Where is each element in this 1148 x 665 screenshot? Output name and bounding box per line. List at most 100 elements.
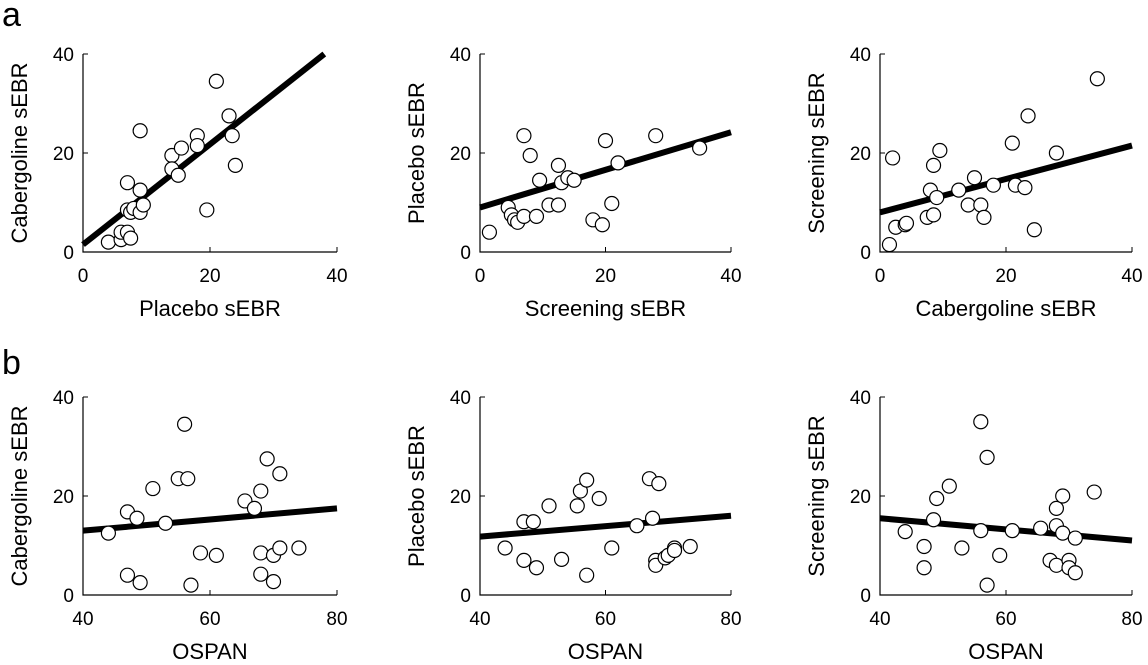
data-point bbox=[604, 195, 620, 212]
data-point bbox=[925, 157, 942, 173]
panel-label-b: b bbox=[2, 344, 21, 382]
y-tick-label: 0 bbox=[860, 586, 871, 607]
data-point bbox=[604, 540, 620, 556]
x-tick-label: 0 bbox=[78, 266, 89, 287]
data-point bbox=[541, 498, 557, 514]
data-point bbox=[183, 577, 199, 593]
data-point bbox=[1089, 71, 1105, 87]
data-point bbox=[973, 414, 989, 430]
data-point bbox=[135, 197, 151, 213]
data-point bbox=[629, 518, 645, 534]
data-point bbox=[246, 500, 263, 516]
data-point bbox=[1067, 530, 1083, 546]
x-tick-label: 60 bbox=[199, 609, 220, 630]
data-point bbox=[550, 157, 567, 173]
x-axis-label: OSPAN bbox=[568, 639, 643, 664]
y-axis-label: Cabergoline sEBR bbox=[7, 406, 32, 587]
data-point bbox=[951, 182, 967, 198]
data-point bbox=[272, 466, 288, 482]
data-point bbox=[1048, 500, 1065, 516]
x-tick-label: 0 bbox=[475, 266, 486, 287]
regression-line bbox=[479, 512, 732, 540]
x-tick-label: 80 bbox=[1121, 609, 1142, 630]
data-point bbox=[881, 236, 898, 253]
y-tick-label: 0 bbox=[460, 586, 471, 607]
data-point bbox=[132, 123, 148, 139]
data-point bbox=[208, 547, 224, 564]
data-point bbox=[929, 189, 945, 206]
data-point bbox=[979, 449, 995, 465]
data-point bbox=[594, 217, 610, 233]
x-tick-label: 60 bbox=[995, 609, 1016, 630]
data-point bbox=[597, 133, 614, 149]
data-point bbox=[265, 574, 282, 590]
data-point bbox=[189, 137, 205, 154]
data-point bbox=[932, 142, 948, 159]
data-point bbox=[973, 197, 989, 213]
y-tick-label: 0 bbox=[460, 243, 471, 264]
axes bbox=[82, 397, 337, 596]
data-point bbox=[192, 545, 209, 561]
data-point bbox=[985, 177, 1002, 193]
y-tick-label: 0 bbox=[860, 243, 871, 264]
x-axis-label: Cabergoline sEBR bbox=[916, 296, 1097, 321]
x-tick-label: 80 bbox=[720, 609, 741, 630]
data-point bbox=[123, 230, 139, 246]
x-tick-label: 40 bbox=[469, 609, 490, 630]
data-point bbox=[173, 140, 190, 156]
x-axis-label: Placebo sEBR bbox=[139, 296, 281, 321]
data-point bbox=[610, 155, 626, 171]
data-point bbox=[522, 147, 538, 164]
data-point bbox=[145, 480, 161, 497]
x-tick-label: 0 bbox=[875, 266, 886, 287]
data-point bbox=[528, 560, 545, 576]
data-point bbox=[1017, 180, 1033, 196]
data-point bbox=[954, 540, 970, 556]
data-point bbox=[1055, 488, 1071, 504]
data-point bbox=[976, 209, 992, 225]
data-point bbox=[227, 157, 243, 173]
data-point bbox=[272, 540, 288, 556]
data-point bbox=[682, 538, 698, 555]
data-point bbox=[579, 472, 595, 488]
data-point bbox=[925, 207, 942, 223]
y-tick-label: 20 bbox=[850, 487, 871, 508]
data-point bbox=[100, 525, 117, 541]
data-point bbox=[119, 175, 136, 191]
data-point bbox=[180, 471, 196, 487]
data-point bbox=[208, 73, 224, 89]
y-tick-label: 40 bbox=[53, 388, 74, 409]
data-point bbox=[966, 170, 983, 186]
y-tick-label: 40 bbox=[450, 45, 471, 66]
data-point bbox=[979, 577, 995, 593]
data-point bbox=[925, 512, 942, 528]
data-point bbox=[1048, 145, 1065, 161]
scatter-panel-6: 0 20 40 40 60 80 OSPAN Screening sEBR bbox=[804, 388, 1143, 664]
data-point bbox=[119, 567, 136, 583]
scatter-panel-3: 0 20 40 0 20 40 Cabergoline sEBR Screening sEBR bbox=[804, 45, 1143, 321]
data-point bbox=[566, 172, 582, 188]
data-point bbox=[651, 476, 667, 492]
data-point bbox=[291, 540, 307, 556]
y-tick-label: 20 bbox=[53, 144, 74, 165]
x-tick-label: 40 bbox=[869, 609, 890, 630]
data-point bbox=[516, 552, 532, 568]
x-axis-label: Screening sEBR bbox=[525, 296, 686, 321]
data-point bbox=[648, 128, 664, 144]
data-point bbox=[692, 140, 708, 156]
data-point bbox=[1020, 108, 1036, 124]
data-point bbox=[916, 560, 932, 576]
regression-line bbox=[879, 142, 1133, 216]
data-point bbox=[666, 542, 683, 559]
data-point bbox=[132, 575, 148, 591]
data-point bbox=[1048, 557, 1065, 573]
data-point bbox=[941, 478, 957, 494]
data-point bbox=[929, 490, 945, 507]
scatter-panel-5: 0 20 40 40 60 80 OSPAN Placebo sEBR bbox=[404, 388, 742, 664]
data-point bbox=[528, 208, 545, 224]
y-axis-label: Placebo sEBR bbox=[404, 425, 429, 567]
x-tick-label: 20 bbox=[199, 266, 220, 287]
y-tick-label: 20 bbox=[53, 487, 74, 508]
data-point bbox=[1004, 523, 1020, 539]
